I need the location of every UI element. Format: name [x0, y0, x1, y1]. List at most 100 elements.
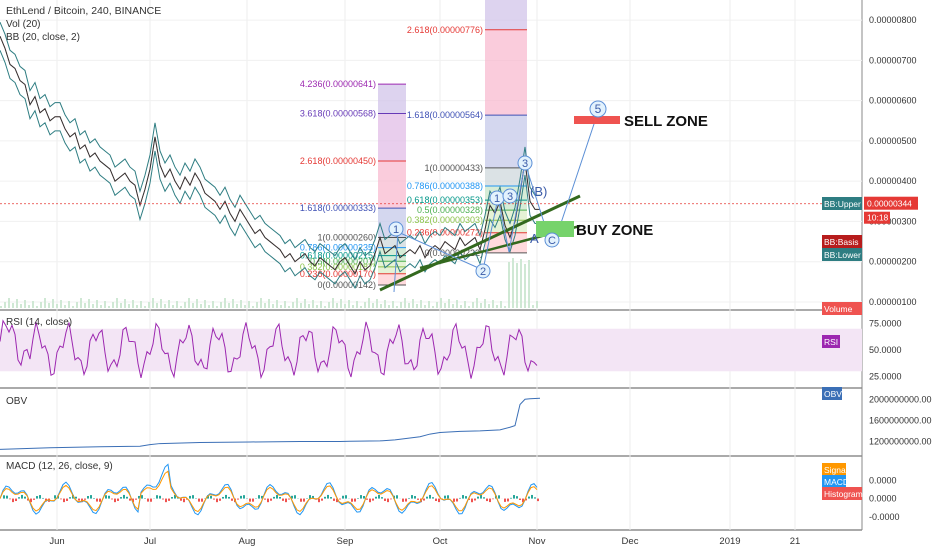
- volume-bar: [356, 301, 358, 308]
- macd-hist-bar: [330, 497, 332, 499]
- fib-left-label: 0.382(0.00000187): [300, 262, 376, 272]
- volume-bar: [96, 300, 98, 308]
- signal-line: [0, 470, 538, 513]
- rsi-tick: 25.0000: [869, 372, 902, 382]
- macd-hist-bar: [21, 494, 23, 499]
- macd-hist-bar: [96, 498, 98, 502]
- volume-bar: [396, 306, 398, 308]
- volume-bar: [60, 300, 62, 308]
- macd-hist-bar: [162, 498, 164, 500]
- volume-bar: [68, 301, 70, 308]
- macd-tick: 0.0000: [869, 494, 897, 504]
- volume-bar: [448, 299, 450, 308]
- macd-hist-bar: [369, 498, 371, 503]
- macd-hist-bar: [84, 498, 86, 500]
- volume-bar: [164, 304, 166, 308]
- volume-bar: [404, 298, 406, 308]
- obv-badge-box: [822, 387, 842, 400]
- macd-hist-bar: [513, 495, 515, 499]
- macd-hist-bar: [537, 498, 539, 502]
- macd-hist-bar: [33, 498, 35, 500]
- countdown-box: [864, 211, 890, 224]
- macd-hist-bar: [216, 498, 218, 503]
- price-series: [0, 36, 862, 275]
- macd-hist-bar: [264, 498, 266, 500]
- volume-bar: [228, 303, 230, 308]
- signal-badge-text: Signal: [824, 465, 848, 475]
- signal-badge-box: [822, 463, 846, 476]
- countdown-text: 10:18: [867, 213, 889, 223]
- fib-left-label: 1.618(0.00000333): [300, 203, 376, 213]
- macd-hist-bar: [375, 496, 377, 499]
- price-axis[interactable]: 0.00000800 0.00000700 0.00000600 0.00000500…: [869, 15, 917, 307]
- obv-badge-text: OBV: [824, 389, 842, 399]
- macd-hist-bar: [429, 494, 431, 499]
- macd-hist-bar: [198, 498, 200, 502]
- volume-bar: [440, 298, 442, 308]
- volume-bar: [208, 305, 210, 308]
- macd-hist-bar: [201, 498, 203, 502]
- rsi-tick: 50.0000: [869, 345, 902, 355]
- fib-left-label: 0.786(0.00000235): [300, 243, 376, 253]
- volume-bar: [252, 306, 254, 308]
- macd-hist-bar: [90, 495, 92, 499]
- price-tick: 0.00000500: [869, 136, 917, 146]
- macd-hist-bar: [453, 498, 455, 502]
- macd-hist-bar: [447, 495, 449, 499]
- macd-hist-bar: [252, 498, 254, 502]
- volume-bar: [340, 299, 342, 308]
- macd-hist-bar: [522, 498, 524, 503]
- macd-hist-bar: [123, 494, 125, 499]
- volume-bar: [108, 306, 110, 308]
- macd-hist-bar: [417, 498, 419, 500]
- volume-badge-text: Volume: [824, 304, 853, 314]
- volume-bar: [100, 305, 102, 308]
- volume-bar: [364, 302, 366, 308]
- time-axis[interactable]: Jun Jul Aug Sep Oct Nov Dec 2019 21: [49, 536, 800, 547]
- volume-bar: [480, 303, 482, 308]
- macd-hist-bar: [87, 496, 89, 499]
- macd-hist-bar: [435, 498, 437, 502]
- bb-upper-badge-text: BB:Upper: [824, 199, 861, 209]
- macd-hist-bar: [354, 498, 356, 502]
- volume-bar: [292, 302, 294, 308]
- macd-hist-bar: [414, 496, 416, 499]
- volume-bar: [376, 299, 378, 308]
- fib-left-label: 0.618(0.00000215): [300, 251, 376, 261]
- macd-hist-bar: [249, 498, 251, 502]
- volume-bar: [316, 305, 318, 308]
- volume-bar: [240, 300, 242, 308]
- close-line: [0, 36, 540, 275]
- volume-bar: [336, 303, 338, 308]
- axis-badges: BB:Upper BB:Basis BB:Lower 0.00000344 10:18 V…: [822, 196, 918, 500]
- volume-bar: [412, 299, 414, 308]
- macd-hist-bar: [462, 495, 464, 499]
- price-tick: 0.00000200: [869, 257, 917, 267]
- fib-right-label: 1(0.00000433): [424, 163, 483, 173]
- svg-text:C: C: [548, 235, 556, 247]
- volume-bar: [92, 304, 94, 308]
- macd-hist-bar: [105, 495, 107, 499]
- buy-zone-box: [536, 221, 574, 237]
- macd-hist-bar: [267, 498, 269, 503]
- macd-hist-bar: [114, 498, 116, 503]
- histogram-badge-text: Histogram: [824, 489, 863, 499]
- price-tick: 0.00000100: [869, 297, 917, 307]
- fib-left-zone: [378, 161, 406, 209]
- volume-bar: [508, 262, 510, 308]
- fib-right-label: 2.618(0.00000776): [407, 25, 483, 35]
- svg-text:3: 3: [507, 191, 513, 203]
- volume-bar: [388, 305, 390, 308]
- wave-marker-2: 2: [475, 263, 491, 279]
- macd-hist-bar: [9, 498, 11, 500]
- fib-left-label: 0(0.00000142): [317, 280, 376, 290]
- volume-bar: [212, 301, 214, 308]
- macd-hist-bar: [363, 496, 365, 499]
- wave-marker-A: A: [530, 231, 539, 246]
- sell-zone-box: [574, 116, 620, 124]
- macd-hist-bar: [81, 498, 83, 503]
- volume-bar: [268, 299, 270, 308]
- bb-upper-badge-box: [822, 197, 862, 210]
- macd-hist-bar: [423, 498, 425, 501]
